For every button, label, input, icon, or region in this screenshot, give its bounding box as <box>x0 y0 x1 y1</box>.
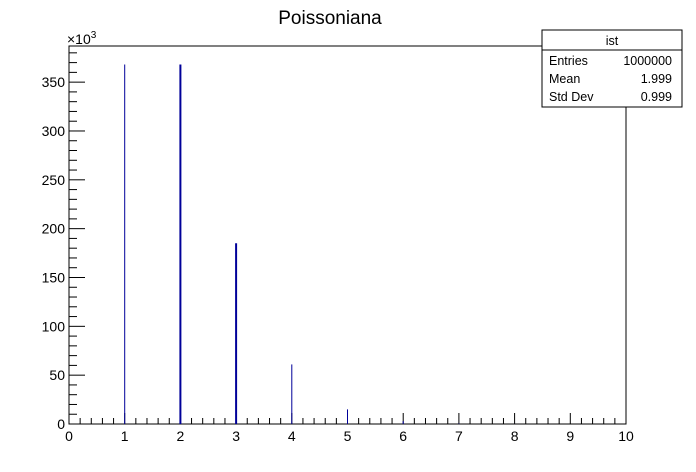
y-tick-label: 50 <box>49 367 65 383</box>
stats-stddev-label: Std Dev <box>549 90 594 104</box>
stats-box-title: ist <box>606 34 619 48</box>
stats-stddev-value: 0.999 <box>641 90 672 104</box>
x-tick-label: 4 <box>288 428 296 444</box>
stats-entries-value: 1000000 <box>623 54 672 68</box>
x-tick-label: 9 <box>566 428 574 444</box>
y-tick-label: 100 <box>42 318 66 334</box>
minor-ticks <box>68 52 627 425</box>
x-tick-label: 2 <box>177 428 185 444</box>
chart-title: Poissoniana <box>278 8 382 29</box>
histogram-bars <box>124 64 571 424</box>
stats-mean-label: Mean <box>549 72 580 86</box>
x-tick-label: 5 <box>344 428 352 444</box>
x-tick-label: 3 <box>232 428 240 444</box>
x-tick-label: 7 <box>455 428 463 444</box>
x-tick-label: 6 <box>399 428 407 444</box>
y-tick-label: 250 <box>42 172 66 188</box>
x-tick-label: 10 <box>618 428 634 444</box>
y-tick-label: 200 <box>42 221 66 237</box>
x-tick-label: 0 <box>65 428 73 444</box>
x-tick-label: 1 <box>121 428 129 444</box>
y-tick-label: 300 <box>42 123 66 139</box>
x-axis-tick-labels: 0 1 2 3 4 5 6 7 8 9 10 <box>65 428 634 444</box>
y-tick-label: 350 <box>42 74 66 90</box>
y-tick-label: 0 <box>57 416 65 432</box>
stats-box: ist Entries 1000000 Mean 1.999 Std Dev 0… <box>541 29 683 108</box>
stats-entries-label: Entries <box>549 54 588 68</box>
y-tick-label: 150 <box>42 269 66 285</box>
x-tick-label: 8 <box>511 428 519 444</box>
y-axis-multiplier: ×103 <box>67 30 97 47</box>
stats-mean-value: 1.999 <box>641 72 672 86</box>
y-axis-tick-labels: 0 50 100 150 200 250 300 350 <box>42 74 66 432</box>
